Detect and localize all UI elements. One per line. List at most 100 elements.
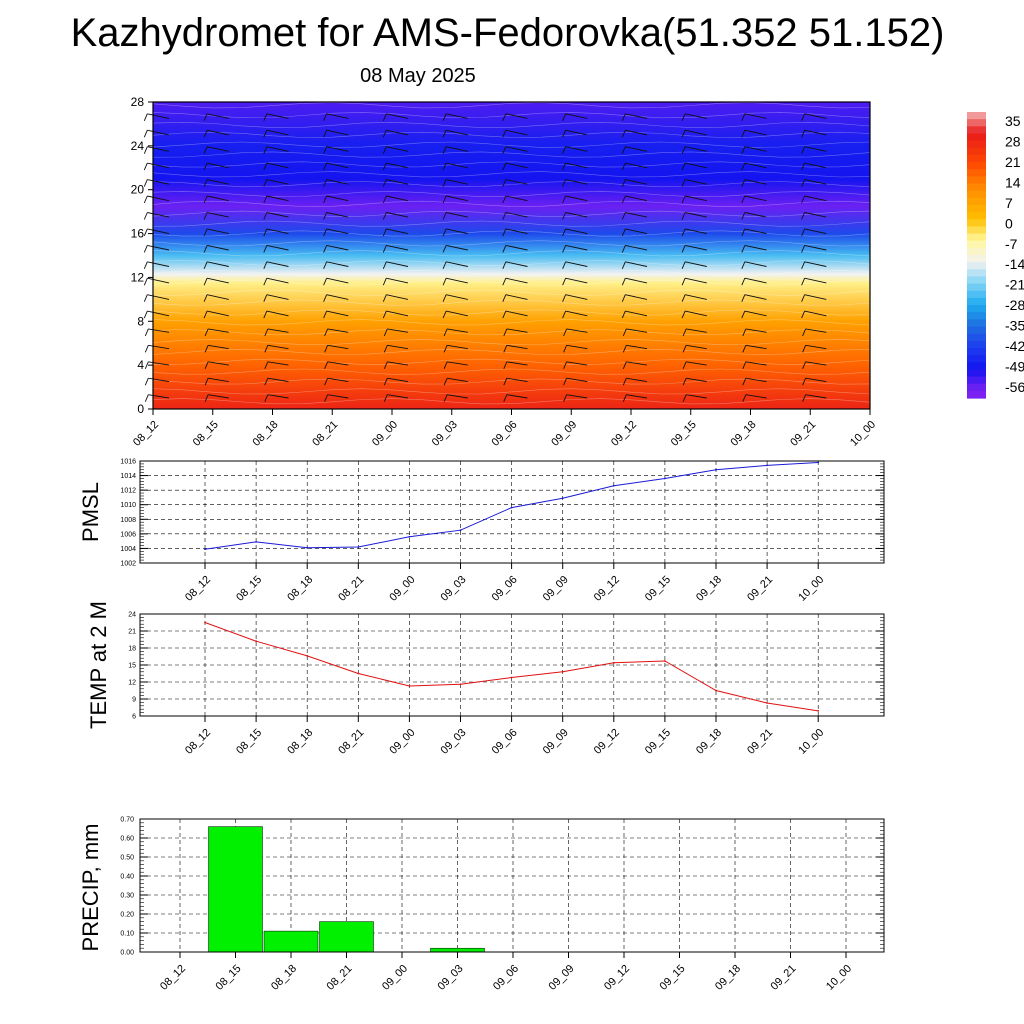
wind-barb	[207, 244, 229, 251]
contour-line	[152, 200, 871, 207]
xtick-label: 08_21	[336, 727, 366, 757]
data-point	[817, 461, 820, 464]
wind-barb	[744, 195, 767, 202]
wind-barb-flag	[143, 130, 148, 138]
ytick-label: 0.70	[120, 817, 134, 824]
wind-barb-flag	[622, 328, 627, 337]
wind-barb	[327, 344, 349, 350]
wind-barb-flag	[382, 179, 387, 187]
wind-barb	[505, 162, 528, 169]
wind-barb-flag	[622, 345, 627, 353]
colorbar-swatch	[967, 319, 986, 328]
wind-barb-flag	[622, 361, 627, 369]
wind-barb	[387, 344, 409, 350]
ytick-label: 1006	[120, 531, 136, 538]
wind-barb-flag	[143, 195, 148, 204]
wind-barb	[148, 328, 170, 333]
wind-barb	[207, 277, 229, 284]
wind-barb-flag	[681, 162, 686, 171]
wind-barb-flag	[263, 212, 268, 220]
wind-barb	[266, 146, 289, 152]
wind-barb-flag	[502, 261, 507, 269]
wind-barb	[744, 212, 767, 218]
wind-barb	[506, 377, 528, 383]
wind-barb-flag	[503, 378, 508, 386]
wind-barb	[446, 129, 468, 136]
wind-barb	[804, 244, 827, 251]
data-point	[510, 506, 513, 509]
wind-barb-flag	[203, 146, 208, 154]
ytick-label: 15	[128, 663, 136, 670]
wind-barb-flag	[263, 130, 268, 138]
contour-line	[152, 220, 871, 227]
heatmap-ytick-label: 20	[131, 183, 145, 197]
wind-barb	[625, 294, 648, 300]
wind-barb-flag	[681, 278, 686, 286]
wind-barb	[326, 277, 349, 284]
wind-barb	[208, 361, 229, 366]
wind-barb-flag	[442, 146, 447, 154]
wind-barb	[745, 377, 767, 383]
wind-barb	[147, 277, 170, 284]
wind-barb-flag	[382, 130, 387, 138]
wind-barb	[446, 228, 468, 235]
wind-barb	[744, 146, 767, 152]
wind-barb-flag	[621, 261, 626, 269]
colorbar-swatch	[967, 262, 986, 270]
wind-barb-flag	[324, 378, 329, 386]
wind-barb	[207, 162, 229, 169]
wind-barb	[565, 179, 588, 185]
wind-barb	[207, 146, 229, 152]
wind-barb	[208, 344, 229, 350]
wind-barb	[805, 394, 827, 399]
wind-barb	[447, 394, 468, 399]
xtick-label: 08_15	[214, 963, 244, 993]
wind-barb	[266, 113, 289, 119]
wind-barb	[266, 162, 289, 169]
wind-barb-flag	[802, 328, 807, 337]
xtick-label: 09_15	[643, 574, 673, 604]
colorbar-swatch	[967, 390, 986, 399]
wind-barb-flag	[801, 146, 806, 154]
wind-barb	[686, 394, 707, 399]
contour-line	[152, 398, 871, 405]
wind-barb	[626, 377, 648, 383]
wind-barb-flag	[801, 278, 806, 286]
wind-barb-flag	[324, 361, 329, 369]
wind-barb	[386, 195, 409, 202]
wind-barb-flag	[263, 113, 268, 121]
wind-barb-flag	[382, 245, 387, 253]
wind-barb-flag	[204, 345, 209, 353]
wind-barb	[326, 244, 349, 251]
wind-barb-flag	[681, 212, 686, 220]
wind-barb	[804, 277, 827, 284]
colorbar: 35 28 21 14 7 0 -7 -14 -21 -28 -35 -42 -49 -56	[967, 112, 1024, 399]
wind-barb-flag	[144, 328, 149, 337]
wind-barb	[326, 113, 349, 119]
wind-barb-flag	[801, 228, 806, 237]
wind-barb-flag	[443, 378, 448, 386]
wind-barb-flag	[323, 212, 328, 220]
data-point	[664, 660, 666, 662]
colorbar-label: -35	[1005, 318, 1024, 334]
wind-barb-flag	[801, 162, 806, 171]
ytick-label: 21	[128, 629, 136, 636]
wind-barb-flag	[203, 212, 208, 220]
y-axis-title: TEMP at 2 M	[86, 601, 111, 729]
wind-barb-flag	[502, 228, 507, 237]
wind-barb	[685, 113, 707, 119]
wind-barb	[805, 344, 827, 350]
wind-barb	[386, 244, 409, 251]
wind-barb	[266, 228, 289, 235]
wind-barb-flag	[323, 245, 328, 253]
colorbar-swatch	[967, 226, 986, 235]
wind-barb	[625, 277, 648, 284]
wind-barb	[266, 179, 289, 185]
wind-barb-flag	[203, 310, 208, 319]
xtick-label: 08_18	[285, 574, 315, 604]
precip-bar	[430, 947, 485, 953]
wind-barb	[506, 328, 528, 333]
wind-barb-flag	[143, 228, 148, 237]
wind-barb	[685, 228, 707, 235]
wind-barb-flag	[802, 378, 807, 386]
